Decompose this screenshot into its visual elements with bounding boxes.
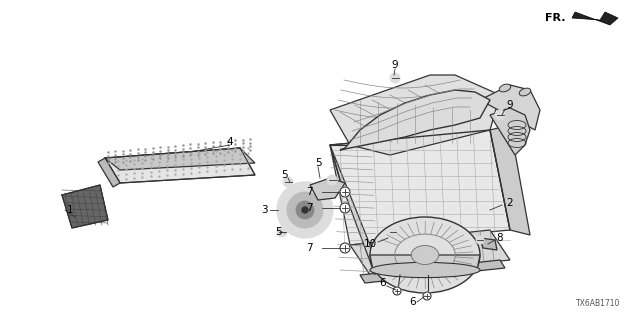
Circle shape <box>389 228 397 236</box>
Circle shape <box>287 192 323 228</box>
Polygon shape <box>330 130 510 245</box>
Text: 4: 4 <box>227 137 234 147</box>
Text: 6: 6 <box>380 278 387 288</box>
Circle shape <box>302 207 308 213</box>
Text: 5: 5 <box>275 227 282 237</box>
Circle shape <box>296 201 314 219</box>
Circle shape <box>283 177 293 187</box>
Polygon shape <box>105 148 255 170</box>
Circle shape <box>423 292 431 300</box>
Circle shape <box>390 73 400 83</box>
Polygon shape <box>490 108 530 155</box>
Polygon shape <box>370 255 480 270</box>
Polygon shape <box>310 178 345 200</box>
Text: 9: 9 <box>392 60 398 70</box>
Ellipse shape <box>370 217 480 293</box>
Text: 8: 8 <box>497 233 503 243</box>
Circle shape <box>277 182 333 238</box>
Circle shape <box>340 187 350 197</box>
Text: 7: 7 <box>307 187 313 197</box>
Circle shape <box>495 110 505 120</box>
Polygon shape <box>330 75 500 155</box>
Text: 7: 7 <box>307 243 313 253</box>
Text: 6: 6 <box>410 297 416 307</box>
Text: 2: 2 <box>507 198 513 208</box>
Polygon shape <box>480 238 497 250</box>
Text: 5: 5 <box>315 158 321 168</box>
Circle shape <box>393 287 401 295</box>
Text: TX6AB1710: TX6AB1710 <box>575 299 620 308</box>
Polygon shape <box>350 230 510 275</box>
Text: 7: 7 <box>307 203 313 213</box>
Circle shape <box>277 227 287 237</box>
Polygon shape <box>480 85 540 130</box>
Ellipse shape <box>412 245 439 265</box>
Text: 3: 3 <box>260 205 268 215</box>
Text: 10: 10 <box>364 239 376 249</box>
Text: 5: 5 <box>282 170 288 180</box>
Text: 9: 9 <box>507 100 513 110</box>
Polygon shape <box>98 158 120 187</box>
Circle shape <box>327 175 337 185</box>
Text: 1: 1 <box>67 205 74 215</box>
Text: FR.: FR. <box>545 13 565 23</box>
Ellipse shape <box>370 262 480 277</box>
Polygon shape <box>330 145 375 275</box>
Circle shape <box>340 203 350 213</box>
Polygon shape <box>340 90 490 150</box>
Polygon shape <box>572 12 618 25</box>
Ellipse shape <box>499 84 511 92</box>
Circle shape <box>476 236 484 244</box>
Ellipse shape <box>519 88 531 96</box>
Polygon shape <box>490 125 530 235</box>
Polygon shape <box>105 148 255 183</box>
Polygon shape <box>360 260 505 283</box>
Circle shape <box>340 243 350 253</box>
Polygon shape <box>62 185 108 228</box>
